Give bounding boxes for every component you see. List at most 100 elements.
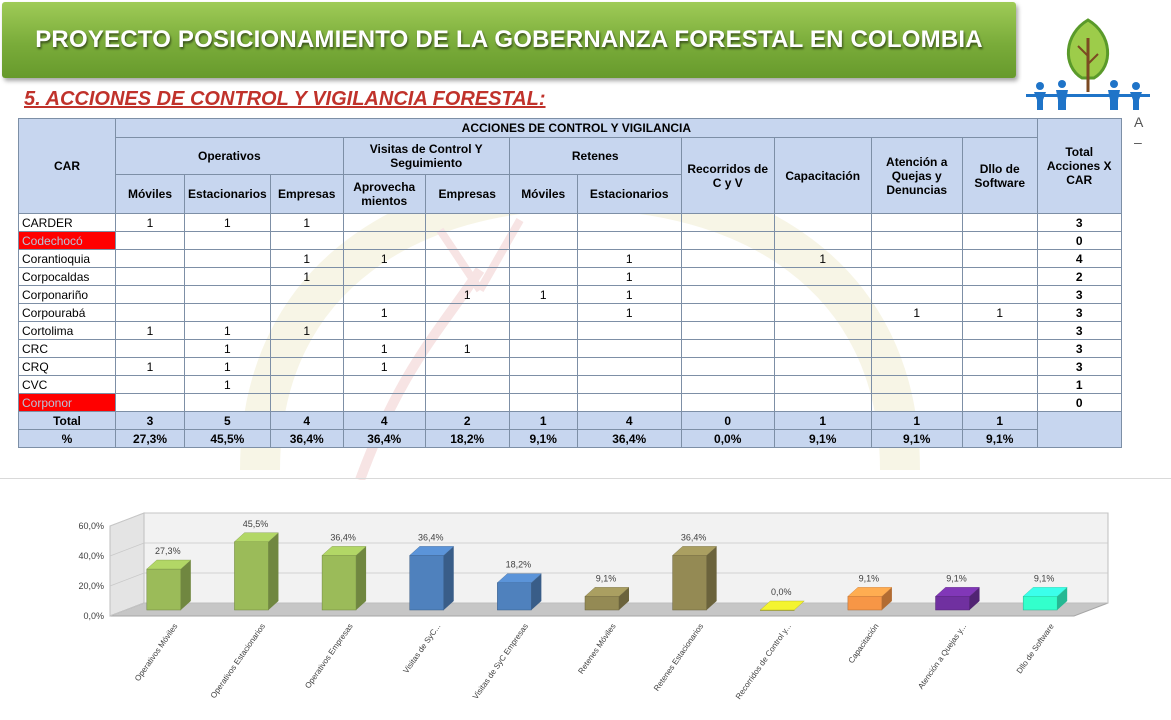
table-row: CRQ 1 1 1 3 xyxy=(18,357,1122,376)
value-cell xyxy=(508,321,578,340)
percent-cell: 9,1% xyxy=(508,429,578,448)
value-cell xyxy=(576,339,682,358)
bar-data-label: 18,2% xyxy=(506,560,532,570)
value-cell: 1 xyxy=(508,285,578,304)
value-cell xyxy=(508,267,578,286)
value-cell: 1 xyxy=(576,267,682,286)
y-tick-label: 20,0% xyxy=(78,581,104,591)
value-cell xyxy=(680,375,775,394)
value-cell xyxy=(576,357,682,376)
value-cell xyxy=(680,357,775,376)
bar-top xyxy=(759,600,805,611)
value-cell xyxy=(870,213,963,232)
chart-svg: 0,0% 20,0% 40,0% 60,0% 27,3% Operativos Móvil… xyxy=(78,512,1109,701)
value-cell xyxy=(680,249,775,268)
value-cell xyxy=(576,321,682,340)
value-cell xyxy=(680,231,775,250)
value-cell xyxy=(961,231,1038,250)
bar xyxy=(847,596,883,611)
bar-side xyxy=(443,546,454,610)
value-cell: 1 xyxy=(269,249,344,268)
x-category-label: Atención a Quejas y... xyxy=(916,622,968,691)
value-cell xyxy=(508,357,578,376)
sub-empresas: Empresas xyxy=(269,174,344,214)
row-total-cell: 4 xyxy=(1036,249,1122,268)
value-cell xyxy=(342,321,426,340)
value-cell xyxy=(269,303,344,322)
value-cell xyxy=(773,213,872,232)
bar-data-label: 9,1% xyxy=(596,573,617,583)
bar-top xyxy=(584,587,630,597)
value-cell xyxy=(961,267,1038,286)
value-cell xyxy=(870,231,963,250)
value-cell xyxy=(870,267,963,286)
car-name-cell: Corponariño xyxy=(18,285,116,304)
bar-data-label: 9,1% xyxy=(859,573,880,583)
page-title: PROYECTO POSICIONAMIENTO DE LA GOBERNANZ… xyxy=(35,26,983,53)
table-row: CRC 1 1 1 3 xyxy=(18,339,1122,358)
bar-data-label: 36,4% xyxy=(681,532,707,542)
value-cell xyxy=(424,321,510,340)
value-cell xyxy=(773,267,872,286)
value-cell xyxy=(424,357,510,376)
header-operativos: Operativos xyxy=(115,137,344,175)
value-cell xyxy=(576,213,682,232)
total-cell: 4 xyxy=(269,411,344,430)
value-cell xyxy=(342,393,426,412)
x-category-label: Dllo de Software xyxy=(1015,622,1056,676)
header-atencion: Atención a Quejas y Denuncias xyxy=(870,137,963,214)
value-cell: 1 xyxy=(184,357,271,376)
sub-moviles: Móviles xyxy=(115,174,185,214)
bar-top xyxy=(672,546,718,556)
total-label: Total xyxy=(18,411,116,430)
chart-side-wall xyxy=(109,512,145,617)
car-header: CAR xyxy=(18,118,116,214)
value-cell xyxy=(576,231,682,250)
table-row: Corponor 0 xyxy=(18,393,1122,412)
forest-governance-logo xyxy=(1022,14,1154,116)
gridline xyxy=(109,542,1108,557)
total-cell: 0 xyxy=(680,411,775,430)
value-cell xyxy=(184,285,271,304)
control-actions-table: CAR ACCIONES DE CONTROL Y VIGILANCIA Tot… xyxy=(18,118,1122,448)
row-total-cell: 1 xyxy=(1036,375,1122,394)
title-banner: PROYECTO POSICIONAMIENTO DE LA GOBERNANZ… xyxy=(2,2,1016,78)
value-cell xyxy=(576,375,682,394)
value-cell: 1 xyxy=(115,213,185,232)
car-name-cell: Codechocó xyxy=(18,231,116,250)
row-total-cell: 3 xyxy=(1036,285,1122,304)
row-total-cell: 3 xyxy=(1036,213,1122,232)
bar-top xyxy=(496,573,542,583)
x-category-label: Retenes Estacionarios xyxy=(652,622,705,693)
value-cell xyxy=(680,267,775,286)
value-cell xyxy=(115,393,185,412)
bar-side xyxy=(180,560,191,610)
value-cell xyxy=(773,375,872,394)
value-cell: 1 xyxy=(961,303,1038,322)
header-visitas: Visitas de Control Y Seguimiento xyxy=(342,137,510,175)
bar-data-label: 36,4% xyxy=(330,532,356,542)
bar-side xyxy=(619,587,629,610)
value-cell: 1 xyxy=(342,339,426,358)
percent-bar-chart: 0,0% 20,0% 40,0% 60,0% 27,3% Operativos Móvil… xyxy=(56,494,1171,720)
bar-top xyxy=(233,532,279,542)
bar xyxy=(409,555,444,611)
value-cell xyxy=(342,285,426,304)
x-category-label: Visitas de SyC Empresas xyxy=(471,622,530,701)
value-cell xyxy=(508,231,578,250)
value-cell: 1 xyxy=(342,303,426,322)
car-name-cell: CVC xyxy=(18,375,116,394)
bar-data-label: 27,3% xyxy=(155,546,181,556)
value-cell xyxy=(870,339,963,358)
value-cell xyxy=(773,285,872,304)
value-cell: 1 xyxy=(576,249,682,268)
value-cell xyxy=(269,357,344,376)
group-header: ACCIONES DE CONTROL Y VIGILANCIA xyxy=(115,118,1038,138)
table-row: Cortolima 1 1 1 3 xyxy=(18,321,1122,340)
value-cell xyxy=(424,303,510,322)
sub-empresas-visitas: Empresas xyxy=(424,174,510,214)
value-cell xyxy=(508,303,578,322)
bar xyxy=(146,568,182,611)
value-cell xyxy=(773,339,872,358)
value-cell xyxy=(680,213,775,232)
